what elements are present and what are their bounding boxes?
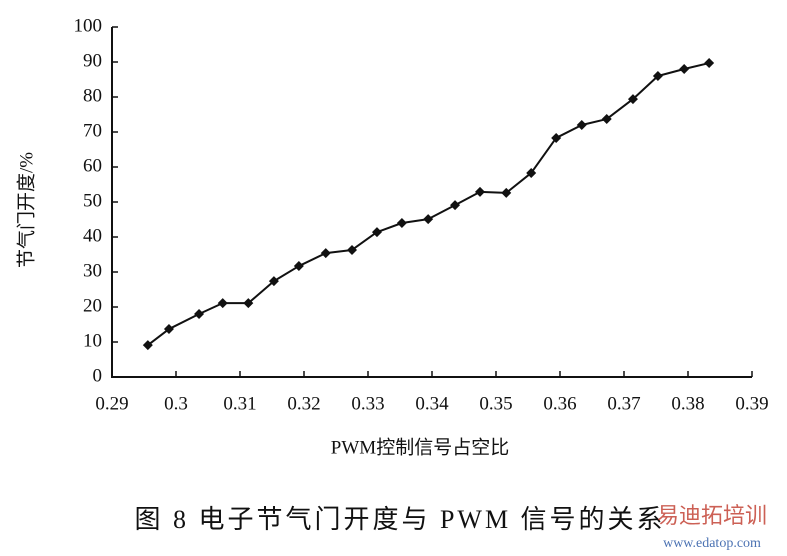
y-tick-label: 10 — [83, 330, 102, 351]
x-tick-label: 0.36 — [543, 393, 576, 414]
data-point — [576, 120, 587, 130]
data-point — [217, 298, 228, 309]
x-tick-label: 0.32 — [287, 393, 320, 414]
x-tick-label: 0.33 — [351, 393, 384, 414]
data-point — [679, 64, 690, 74]
data-point — [243, 298, 254, 309]
watermark: 易迪拓培训 — [657, 503, 767, 528]
x-tick-label: 0.39 — [735, 393, 768, 414]
y-tick-label: 30 — [83, 260, 102, 281]
y-tick-label: 50 — [83, 190, 102, 211]
data-point — [475, 186, 485, 197]
data-point — [396, 218, 407, 228]
watermark-url: www.edatop.com — [663, 536, 761, 551]
x-tick-label: 0.29 — [95, 393, 128, 414]
data-point — [501, 187, 512, 198]
data-point — [320, 248, 331, 259]
x-tick-label: 0.38 — [671, 393, 704, 414]
data-point — [268, 276, 279, 287]
y-tick-label: 0 — [93, 365, 103, 386]
y-tick-label: 20 — [83, 295, 102, 316]
x-tick-label: 0.35 — [479, 393, 512, 414]
data-line — [147, 62, 710, 346]
data-point — [293, 261, 304, 272]
x-tick-label: 0.34 — [415, 393, 449, 414]
data-point — [423, 214, 434, 225]
x-axis-label: PWM控制信号占空比 — [331, 436, 509, 458]
data-point — [371, 227, 382, 238]
data-point — [194, 309, 205, 319]
data-point — [551, 132, 562, 143]
data-point — [601, 114, 612, 125]
data-point — [526, 167, 537, 178]
data-point — [142, 340, 153, 351]
data-point — [627, 94, 638, 105]
y-tick-label: 60 — [83, 155, 102, 176]
caption: 图 8 电子节气门开度与 PWM 信号的关系 — [134, 505, 665, 534]
x-tick-label: 0.3 — [164, 393, 188, 414]
y-axis-label: 节气门开度/% — [15, 152, 37, 268]
y-tick-label: 70 — [83, 120, 102, 141]
data-point — [704, 58, 715, 69]
data-point — [347, 244, 357, 255]
data-point — [450, 200, 461, 211]
x-tick-label: 0.37 — [607, 393, 640, 414]
y-tick-label: 100 — [74, 15, 103, 36]
y-tick-label: 80 — [83, 85, 102, 106]
data-point — [163, 324, 174, 335]
data-point — [652, 71, 663, 81]
y-tick-label: 40 — [83, 225, 102, 246]
y-tick-label: 90 — [83, 50, 102, 71]
x-tick-label: 0.31 — [223, 393, 256, 414]
